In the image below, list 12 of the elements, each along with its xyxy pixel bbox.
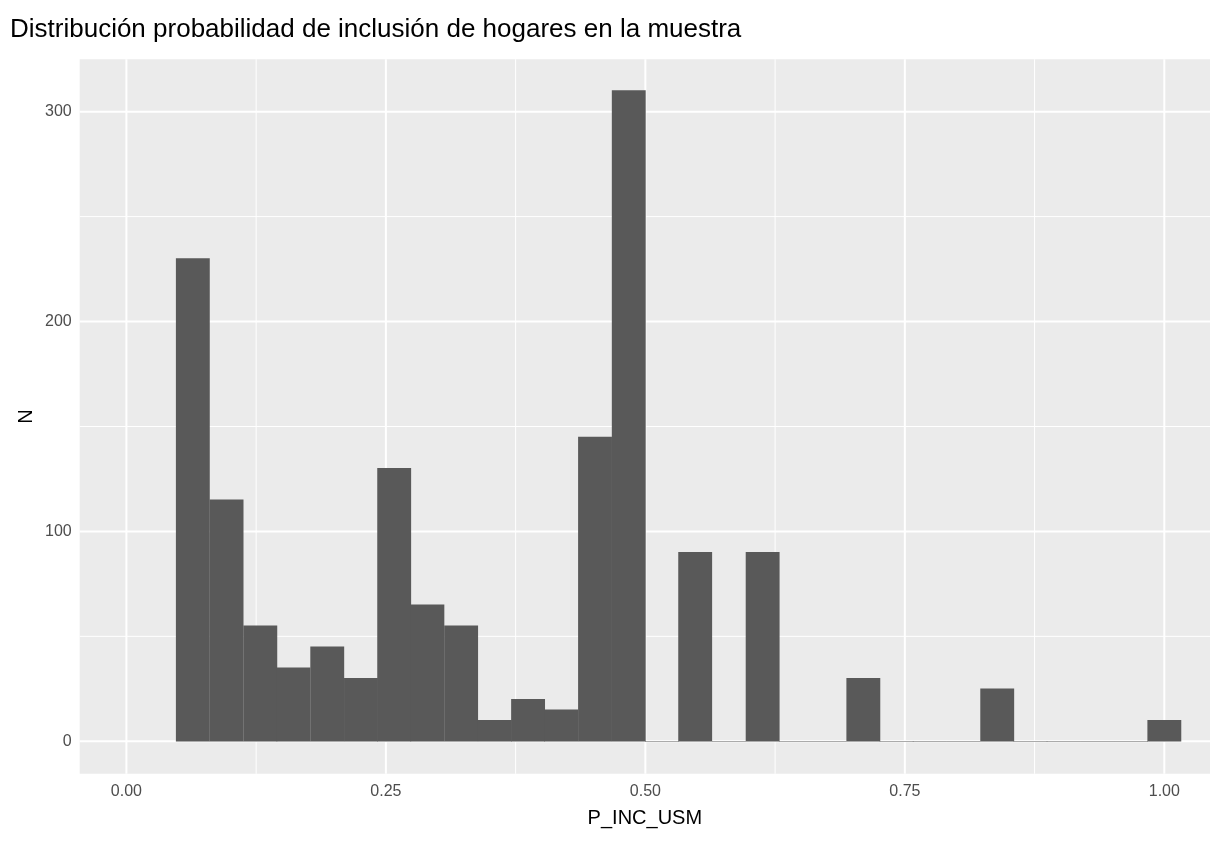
x-tick-label: 0.00: [110, 781, 143, 799]
x-tick-label: 0.50: [629, 781, 662, 799]
y-tick-label: 200: [44, 311, 72, 329]
x-tick-label: 0.75: [889, 781, 921, 799]
x-axis-title: P_INC_USM: [587, 805, 703, 829]
y-tick-label: 100: [44, 521, 72, 539]
y-tick-label: 300: [44, 102, 72, 120]
y-tick-label: 0: [62, 731, 72, 749]
y-axis-title: N: [13, 409, 36, 424]
x-tick-label: 1.00: [1148, 781, 1180, 799]
x-tick-label: 0.25: [370, 781, 402, 799]
chart-title: Distribución probabilidad de inclusión de hogares en la muestra: [10, 12, 742, 43]
